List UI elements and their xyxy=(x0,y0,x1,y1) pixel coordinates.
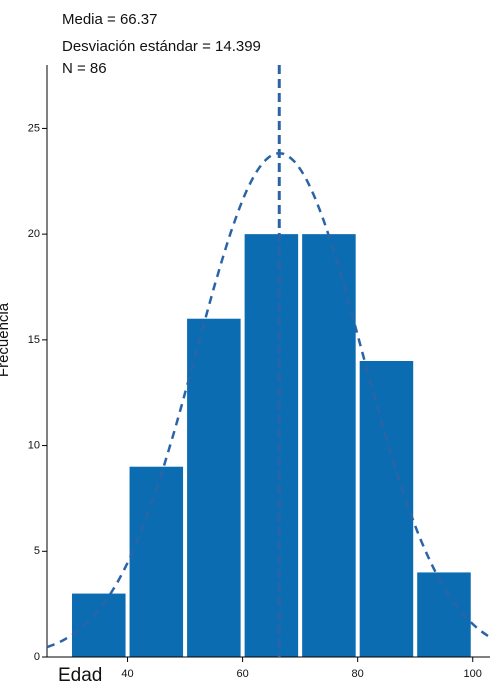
x-tick-label: 60 xyxy=(236,668,248,680)
y-tick-label: 5 xyxy=(34,545,40,557)
stat-mean: Media = 66.37 xyxy=(62,11,158,28)
y-tick-label: 25 xyxy=(28,122,40,134)
stat-n: N = 86 xyxy=(62,60,107,77)
y-tick-label: 20 xyxy=(28,228,40,240)
normal-curve xyxy=(46,151,491,649)
bar xyxy=(129,466,184,657)
x-tick-label: 100 xyxy=(464,668,482,680)
x-axis-label: Edad xyxy=(58,665,102,686)
bar xyxy=(359,361,414,657)
stat-sd: Desviación estándar = 14.399 xyxy=(62,38,261,55)
bar xyxy=(417,572,471,657)
y-tick-label: 0 xyxy=(34,651,40,663)
bar xyxy=(244,234,299,657)
y-tick-label: 10 xyxy=(28,439,40,451)
x-tick-label: 80 xyxy=(352,668,364,680)
bar xyxy=(187,318,241,657)
bar xyxy=(302,234,356,657)
x-tick-label: 40 xyxy=(121,668,133,680)
y-axis-label: Frecuencia xyxy=(0,302,12,377)
bar xyxy=(72,593,126,657)
y-tick-label: 15 xyxy=(28,334,40,346)
